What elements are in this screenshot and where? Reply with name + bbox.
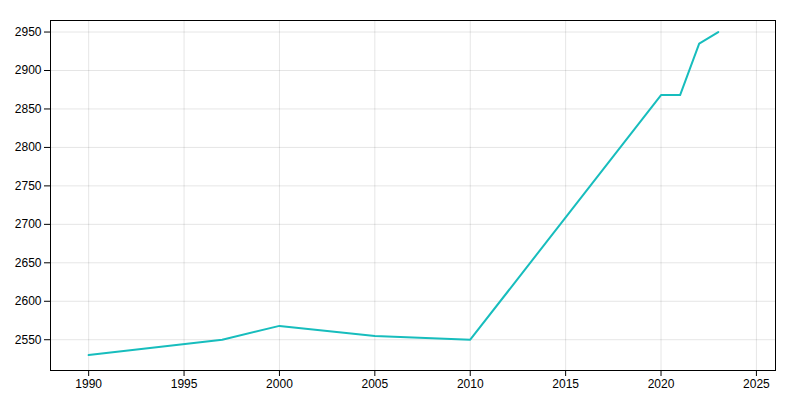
svg-text:2600: 2600 [15, 294, 42, 308]
svg-text:2650: 2650 [15, 256, 42, 270]
svg-text:1990: 1990 [75, 377, 102, 391]
svg-text:2850: 2850 [15, 102, 42, 116]
svg-text:2015: 2015 [552, 377, 579, 391]
svg-text:2800: 2800 [15, 140, 42, 154]
svg-text:2950: 2950 [15, 25, 42, 39]
svg-text:2900: 2900 [15, 63, 42, 77]
svg-text:2020: 2020 [648, 377, 675, 391]
svg-text:1995: 1995 [171, 377, 198, 391]
svg-text:2005: 2005 [361, 377, 388, 391]
svg-text:2700: 2700 [15, 217, 42, 231]
svg-text:2010: 2010 [457, 377, 484, 391]
svg-text:2000: 2000 [266, 377, 293, 391]
svg-text:2025: 2025 [743, 377, 770, 391]
svg-text:2550: 2550 [15, 333, 42, 347]
svg-text:2750: 2750 [15, 179, 42, 193]
